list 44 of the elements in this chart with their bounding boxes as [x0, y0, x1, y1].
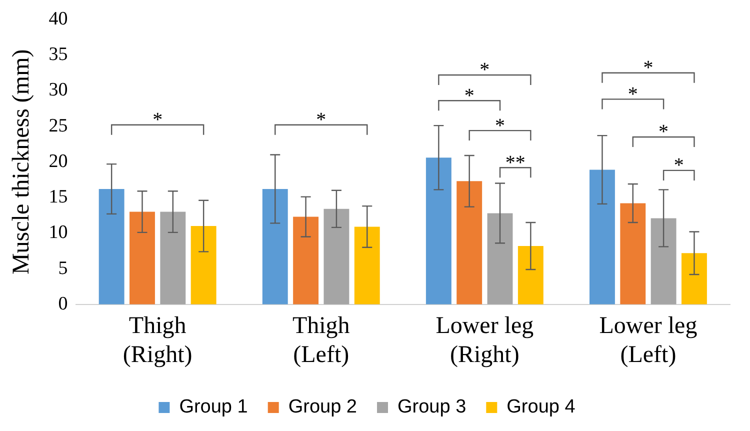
y-tick-label: 40	[48, 8, 68, 30]
y-tick-label: 20	[48, 150, 68, 172]
bar	[324, 208, 350, 304]
y-tick-label: 15	[48, 186, 68, 208]
annotation: *	[316, 109, 326, 132]
x-tick-label: Thigh (Left)	[292, 313, 350, 368]
legend-label: Group 4	[506, 396, 576, 418]
annotation: *	[674, 154, 684, 177]
annotation: *	[480, 59, 490, 82]
bar	[456, 181, 482, 304]
bar	[160, 212, 186, 304]
bar	[518, 246, 544, 304]
bar	[190, 226, 216, 304]
y-axis-title: Muscle thickness (mm)	[8, 49, 35, 275]
legend-label: Group 3	[398, 396, 466, 418]
bar	[620, 203, 646, 304]
y-tick-label: 5	[58, 258, 68, 279]
bar	[293, 216, 319, 304]
x-tick-label: Lower leg (Left)	[599, 313, 698, 368]
annotation: *	[658, 121, 669, 144]
annotation: *	[464, 84, 474, 107]
y-tick-label: 35	[48, 44, 68, 66]
y-tick-label: 25	[48, 115, 68, 136]
x-tick-label: Thigh (Right)	[122, 313, 192, 368]
annotation: *	[643, 57, 654, 80]
bar	[262, 188, 288, 304]
y-tick-label: 10	[48, 222, 68, 244]
annotation: *	[495, 114, 506, 137]
legend-label: Group 1	[179, 396, 248, 418]
bar	[426, 158, 452, 304]
bar	[130, 212, 155, 304]
bar	[98, 188, 124, 304]
bar	[590, 170, 615, 304]
annotation: *	[628, 83, 638, 106]
bar	[354, 226, 380, 304]
x-tick-label: Lower leg (Right)	[436, 313, 534, 368]
annotation: **	[505, 152, 526, 174]
bar	[487, 213, 513, 304]
y-tick-label: 30	[48, 80, 68, 101]
bar	[650, 218, 676, 304]
annotation: *	[152, 109, 163, 132]
legend-label: Group 2	[288, 396, 358, 418]
bar	[681, 253, 707, 304]
y-tick-label: 0	[58, 293, 68, 314]
